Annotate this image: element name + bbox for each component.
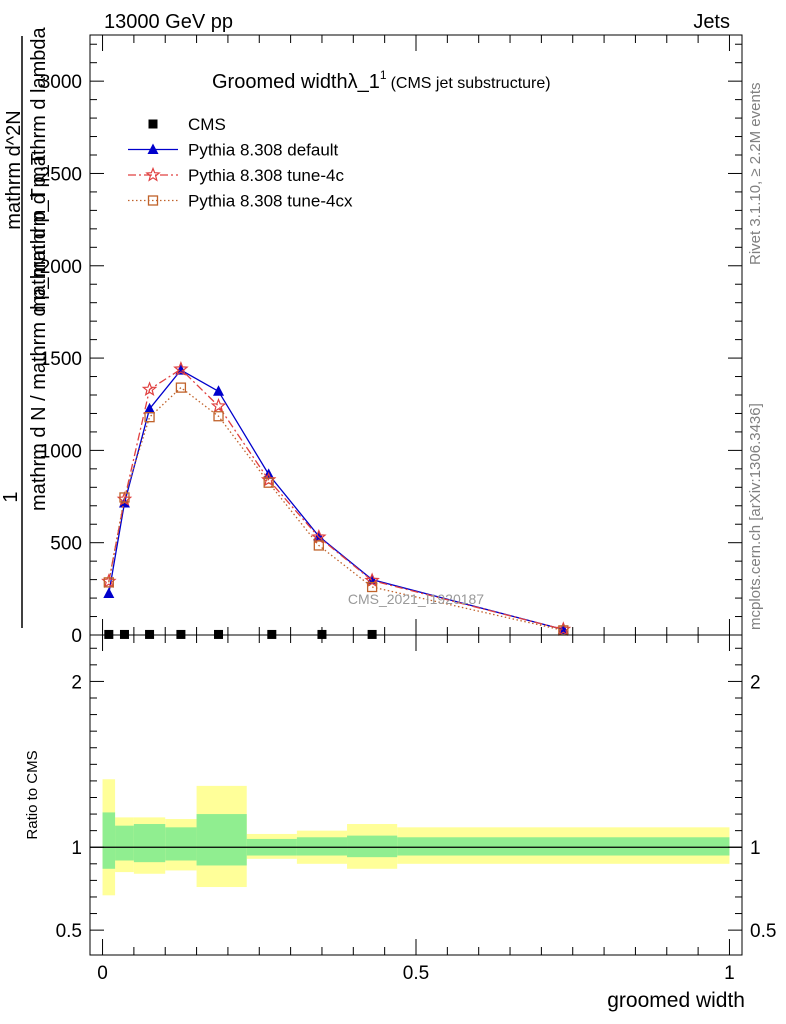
data-point — [267, 629, 277, 639]
data-point — [144, 402, 156, 414]
data-point — [367, 629, 377, 639]
data-point — [311, 528, 327, 544]
ratio-band-inner — [397, 837, 730, 856]
data-point — [173, 360, 189, 376]
chart-title-superscript: 1 — [380, 68, 387, 82]
legend-marker — [147, 195, 159, 206]
ratio-frame — [89, 634, 743, 956]
data-point — [313, 540, 324, 551]
xtick-label: 0 — [97, 963, 108, 984]
series-line — [108, 368, 564, 631]
data-point — [144, 412, 155, 423]
data-point — [104, 629, 114, 639]
legend-entry: Pythia 8.308 tune-4cx — [188, 192, 353, 211]
legend: CMS Pythia 8.308 default Pythia 8.308 tune… — [128, 115, 353, 211]
data-point — [119, 492, 130, 503]
legend-entry: Pythia 8.308 tune-4c — [188, 166, 344, 185]
data-point — [103, 577, 114, 588]
ylabel-fraction-top: 1 — [0, 491, 22, 502]
chart-title-text: Groomed width — [212, 71, 348, 93]
header-jets: Jets — [693, 11, 730, 33]
legend-entry: Pythia 8.308 default — [188, 141, 339, 160]
chart-title-symbol: λ_1 — [348, 71, 380, 93]
series-3 — [103, 382, 569, 636]
main-ylabel: 1 mathrm d N / mathrm d p_mathrm d p_T m… — [0, 26, 50, 628]
ratio-band-inner — [165, 827, 197, 861]
main-ytick-label: 0 — [71, 626, 82, 647]
data-point — [364, 572, 380, 588]
legend-entry: CMS — [188, 115, 226, 134]
main-ytick-label: 3000 — [40, 72, 82, 93]
data-point — [145, 629, 155, 639]
ratio-ytick-label-right: 0.5 — [750, 921, 776, 942]
ylabel-fraction-bottom: mathrm d N / mathrm d p_mathrm d p_T — [28, 153, 50, 511]
series-line — [108, 386, 564, 632]
data-point — [119, 629, 129, 639]
main-ytick-label: 2500 — [40, 164, 82, 185]
ratio-band-inner — [296, 837, 348, 856]
xlabel: groomed width — [607, 989, 745, 1012]
ratio-panel: 0.5 0.5 1 1 2 2 0 0.5 1 Ratio to CMS groomed wi… — [24, 634, 776, 1012]
mcplots-label: mcplots.cern.ch [arXiv:1306.3436] — [747, 403, 764, 630]
ratio-band-inner — [115, 825, 134, 861]
ratio-ytick-label-right: 2 — [750, 672, 761, 693]
ratio-band-inner — [102, 812, 116, 869]
ratio-ytick-label-left: 1 — [71, 838, 82, 859]
ratio-ylabel: Ratio to CMS — [24, 750, 41, 839]
main-ytick-label: 1500 — [40, 349, 82, 370]
series-2 — [101, 360, 572, 637]
ylabel-main-bottom: mathrm d p_T mathrm d lambda — [28, 26, 50, 312]
ratio-band-inner — [347, 835, 398, 858]
legend-marker — [148, 119, 158, 129]
legend-marker — [145, 166, 161, 182]
data-point — [213, 411, 224, 422]
main-panel: 0 500 1000 1500 2000 2500 3000 Groomed widthλ_… — [0, 26, 743, 647]
series-0 — [104, 629, 377, 639]
data-point — [366, 581, 378, 593]
chart-title: Groomed widthλ_11 (CMS jet substructure) — [212, 68, 551, 93]
data-point — [213, 385, 225, 396]
main-ytick-label: 1000 — [40, 441, 82, 462]
watermark: CMS_2021_I1920187 — [348, 591, 484, 607]
ylabel-main-top: mathrm d^2N — [3, 110, 25, 229]
data-point — [214, 629, 224, 639]
data-point — [210, 397, 227, 413]
ratio-ytick-label-left: 2 — [71, 672, 82, 693]
xtick-label: 0.5 — [403, 963, 429, 984]
data-point — [263, 477, 274, 488]
ratio-ytick-label-left: 0.5 — [56, 921, 82, 942]
series-1 — [103, 364, 569, 634]
data-point — [141, 381, 158, 397]
ratio-band-inner — [133, 824, 166, 863]
xtick-label: 1 — [724, 963, 735, 984]
main-ytick-label: 500 — [50, 534, 82, 555]
series-line — [108, 369, 564, 631]
legend-marker — [147, 143, 159, 154]
data-point — [176, 629, 186, 639]
chart-subtitle: (CMS jet substructure) — [391, 75, 551, 92]
header-energy: 13000 GeV pp — [104, 11, 233, 33]
ratio-band-inner — [196, 814, 247, 866]
data-point — [103, 587, 115, 598]
ratio-ytick-label-right: 1 — [750, 838, 761, 859]
main-ytick-label: 2000 — [40, 257, 82, 278]
rivet-label: Rivet 3.1.10, ≥ 2.2M events — [747, 83, 764, 266]
data-point — [175, 382, 187, 393]
